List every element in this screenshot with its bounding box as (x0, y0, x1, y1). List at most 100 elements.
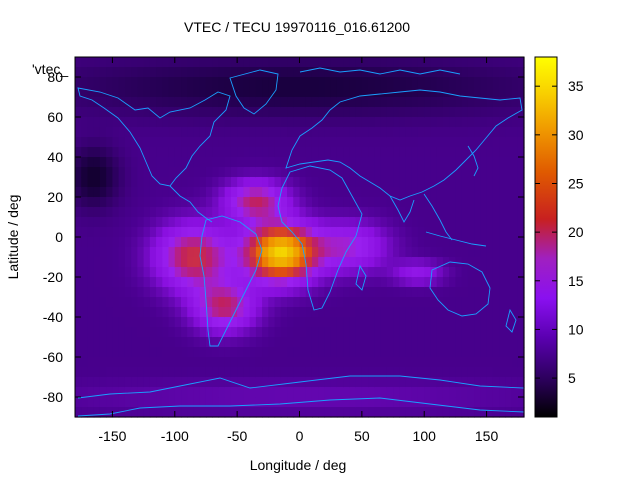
heatmap-cell (324, 407, 332, 418)
heatmap-cell (149, 347, 157, 358)
heatmap-cell (374, 137, 382, 148)
heatmap-cell (174, 387, 182, 398)
heatmap-cell (131, 87, 138, 98)
heatmap-cell (93, 97, 101, 108)
x-axis: -150 -100 -50 0 50 100 150 (98, 57, 498, 444)
heatmap-cell (181, 277, 188, 288)
heatmap-cell (193, 237, 201, 248)
heatmap-cell (436, 197, 444, 208)
heatmap-cell (511, 57, 519, 68)
heatmap-cell (237, 397, 244, 408)
heatmap-cell (361, 117, 369, 128)
heatmap-cell (305, 377, 313, 388)
heatmap-cell (305, 57, 313, 68)
heatmap-cell (75, 167, 82, 178)
heatmap-cell (218, 257, 226, 268)
heatmap-cell (199, 297, 207, 308)
heatmap-cell (318, 137, 326, 148)
heatmap-cell (143, 227, 151, 238)
heatmap-cell (131, 367, 138, 378)
heatmap-cell (87, 187, 95, 198)
heatmap-cell (224, 247, 232, 258)
heatmap-cell (467, 267, 475, 278)
heatmap-cell (187, 157, 195, 168)
heatmap-cell (99, 167, 107, 178)
heatmap-cell (299, 207, 307, 218)
heatmap-cell (205, 77, 213, 88)
heatmap-cell (505, 107, 513, 118)
heatmap-cell (455, 227, 463, 238)
heatmap-cell (349, 87, 357, 98)
heatmap-cell (517, 127, 525, 138)
heatmap-cell (424, 107, 432, 118)
heatmap-cell (99, 377, 107, 388)
heatmap-cell (212, 247, 220, 258)
heatmap-cell (411, 147, 419, 158)
heatmap-cell (243, 137, 251, 148)
heatmap-cell (181, 97, 188, 108)
heatmap-cell (305, 127, 313, 138)
heatmap-cell (480, 147, 488, 158)
heatmap-cell (499, 57, 506, 68)
heatmap-cell (81, 247, 89, 258)
heatmap-cell (467, 287, 475, 298)
heatmap-cell (143, 57, 151, 68)
heatmap-cell (517, 247, 525, 258)
heatmap-cell (368, 117, 375, 128)
heatmap-cell (305, 327, 313, 338)
heatmap-cell (262, 297, 269, 308)
heatmap-cell (343, 267, 350, 278)
heatmap-cell (499, 347, 506, 358)
heatmap-cell (505, 337, 513, 348)
heatmap-cell (311, 147, 319, 158)
heatmap-cell (255, 387, 263, 398)
heatmap-cell (149, 117, 157, 128)
heatmap-cell (393, 337, 400, 348)
heatmap-cell (255, 97, 263, 108)
heatmap-cell (249, 117, 257, 128)
heatmap-cell (455, 357, 463, 368)
heatmap-cell (330, 187, 338, 198)
heatmap-cell (249, 107, 257, 118)
heatmap-cell (411, 57, 419, 68)
heatmap-cell (467, 97, 475, 108)
heatmap-cell (430, 397, 438, 408)
heatmap-cell (330, 177, 338, 188)
heatmap-cell (224, 117, 232, 128)
heatmap-cell (212, 277, 220, 288)
heatmap-cell (187, 127, 195, 138)
heatmap-cell (224, 227, 232, 238)
heatmap-cell (193, 277, 201, 288)
heatmap-cell (75, 367, 82, 378)
heatmap-cell (330, 387, 338, 398)
heatmap-cell (336, 207, 344, 218)
heatmap-cell (187, 137, 195, 148)
heatmap-cell (417, 387, 425, 398)
heatmap-cell (311, 77, 319, 88)
heatmap-cell (511, 287, 519, 298)
heatmap-cell (199, 187, 207, 198)
heatmap-cell (343, 87, 350, 98)
heatmap-cell (81, 127, 89, 138)
heatmap-cell (318, 57, 326, 68)
heatmap-cell (355, 357, 363, 368)
heatmap-cell (287, 127, 294, 138)
heatmap-cell (243, 157, 251, 168)
heatmap-cell (181, 297, 188, 308)
heatmap-cell (467, 177, 475, 188)
heatmap-cell (305, 267, 313, 278)
heatmap-cell (131, 57, 138, 68)
heatmap-cell (212, 197, 220, 208)
heatmap-cell (75, 407, 82, 418)
heatmap-cell (174, 247, 182, 258)
heatmap-cell (218, 217, 226, 228)
heatmap-cell (149, 217, 157, 228)
heatmap-cell (249, 307, 257, 318)
heatmap-cell (249, 217, 257, 228)
heatmap-cell (112, 97, 120, 108)
heatmap-cell (505, 167, 513, 178)
heatmap-cell (505, 307, 513, 318)
heatmap-cell (492, 97, 500, 108)
heatmap-cell (430, 317, 438, 328)
